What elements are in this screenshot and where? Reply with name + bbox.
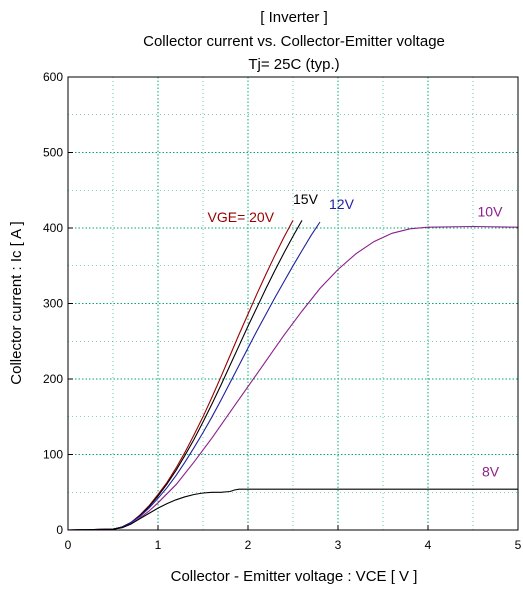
annotations: VGE= 20V 15V 12V 10V 8V	[208, 191, 504, 480]
y-axis-label: Collector current : Ic [ A ]	[8, 221, 25, 384]
series-label: 15V	[293, 191, 319, 207]
x-tick-label: 2	[245, 538, 252, 552]
y-tick-label: 600	[43, 70, 63, 84]
grid	[68, 77, 518, 530]
chart-subtitle-line-2: Tj= 25C (typ.)	[248, 56, 339, 73]
series-line-10v	[67, 225, 519, 531]
x-tick-label: 3	[335, 538, 342, 552]
x-tick-label: 0	[65, 538, 72, 552]
y-tick-label: 0	[56, 523, 63, 537]
chart-title: [ Inverter ]	[260, 9, 328, 26]
y-tick-label: 400	[43, 221, 63, 235]
series-line-vge20v	[67, 220, 294, 531]
series-line-8v	[67, 488, 518, 531]
x-tick-label: 5	[515, 538, 522, 552]
x-axis-label: Collector - Emitter voltage : VCE [ V ]	[171, 568, 418, 585]
series-line-12v	[67, 221, 321, 531]
series-label: VGE= 20V	[208, 209, 275, 225]
series-label: 8V	[482, 463, 500, 479]
series-group	[67, 220, 519, 531]
y-tick-label: 300	[43, 297, 63, 311]
series-label: 10V	[478, 204, 504, 220]
x-tick-label: 4	[425, 538, 432, 552]
y-tick-label: 100	[43, 448, 63, 462]
series-line-15v	[67, 220, 303, 531]
y-tick-label: 500	[43, 146, 63, 160]
series-label: 12V	[329, 196, 355, 212]
y-tick-label: 200	[43, 372, 63, 386]
chart-subtitle-line-1: Collector current vs. Collector-Emitter …	[143, 33, 445, 50]
x-tick-label: 1	[155, 538, 162, 552]
tick-labels: 0 1 2 3 4 5 0 100 200 300 400 500 600	[43, 70, 522, 552]
